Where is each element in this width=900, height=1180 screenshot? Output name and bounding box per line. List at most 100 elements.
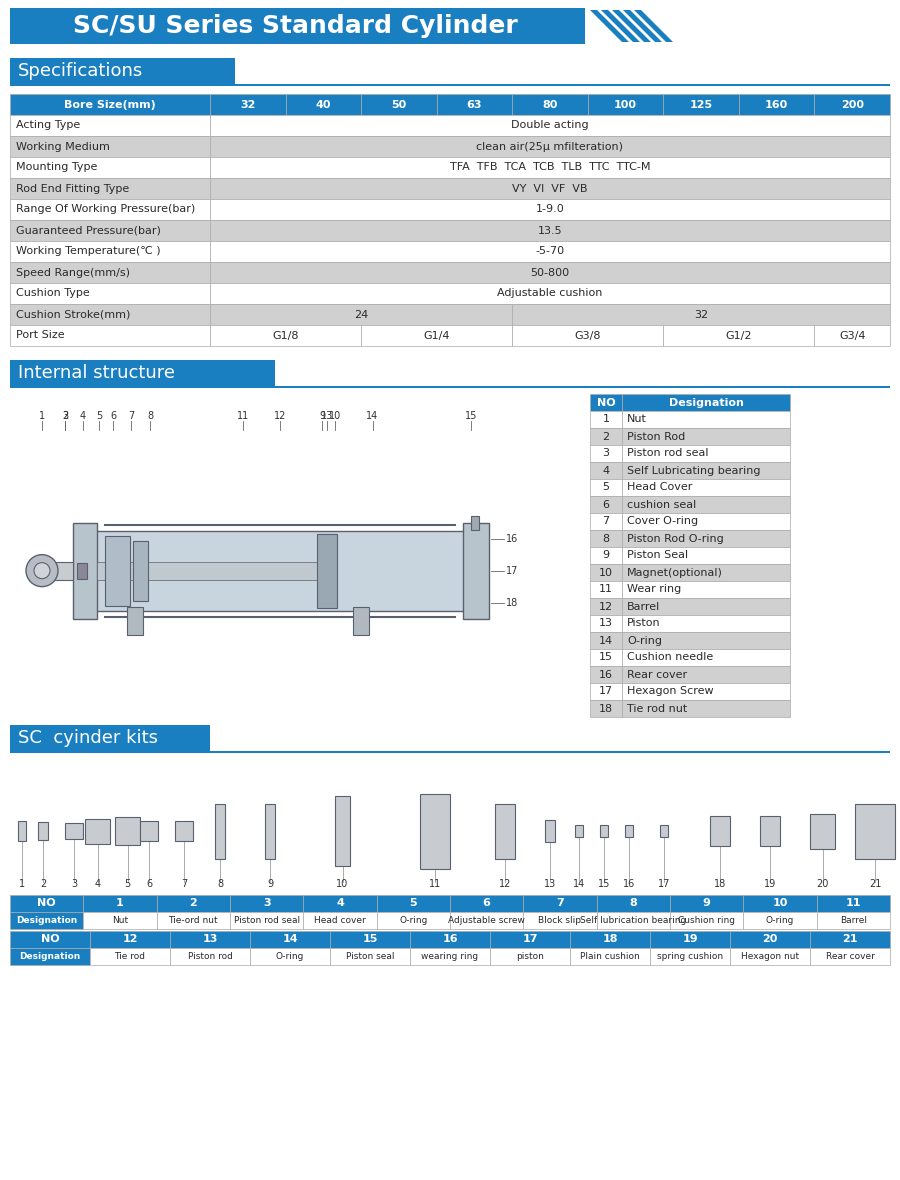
Bar (10, 94, 210, 114)
Text: wearing ring: wearing ring (421, 952, 479, 961)
Bar (625, 825, 633, 837)
Text: VY  VI  VF  VB: VY VI VF VB (512, 184, 588, 194)
Polygon shape (601, 9, 640, 42)
Text: Barrel: Barrel (627, 602, 661, 611)
Text: Port Size: Port Size (16, 330, 65, 341)
Text: 1: 1 (116, 898, 124, 909)
Bar (361, 94, 436, 114)
Text: 160: 160 (765, 99, 788, 110)
Text: 50: 50 (392, 99, 407, 110)
Bar (590, 428, 622, 445)
Text: Nut: Nut (627, 414, 647, 425)
Text: 14: 14 (598, 636, 613, 645)
Bar (590, 394, 622, 411)
Bar (622, 479, 790, 496)
Text: Piston rod seal: Piston rod seal (234, 916, 300, 925)
Bar (590, 666, 622, 683)
Bar (600, 825, 608, 837)
Text: 21: 21 (842, 935, 858, 944)
Text: 7: 7 (602, 517, 609, 526)
Bar (622, 564, 790, 581)
Text: TFA  TFB  TCA  TCB  TLB  TTC  TTC-M: TFA TFB TCA TCB TLB TTC TTC-M (450, 163, 650, 172)
Text: 17: 17 (658, 879, 670, 889)
Text: piston: piston (516, 952, 544, 961)
Text: 6: 6 (110, 411, 116, 421)
Text: 8: 8 (602, 533, 609, 544)
Text: 32: 32 (240, 99, 256, 110)
Bar (157, 894, 230, 912)
Text: 15: 15 (464, 411, 477, 421)
Text: 9: 9 (319, 411, 325, 421)
Bar (10, 931, 90, 948)
Bar (317, 533, 337, 608)
Text: Tie-ord nut: Tie-ord nut (168, 916, 218, 925)
Text: Self lubrication bearing: Self lubrication bearing (580, 916, 687, 925)
Bar (133, 540, 148, 601)
Bar (10, 136, 210, 157)
Bar (512, 94, 588, 114)
Text: 15: 15 (363, 935, 378, 944)
Text: NO: NO (597, 398, 616, 407)
Bar (743, 912, 816, 929)
Text: Range Of Working Pressure(bar): Range Of Working Pressure(bar) (16, 204, 195, 215)
Bar (739, 94, 814, 114)
Text: clean air(25μ mfilteration): clean air(25μ mfilteration) (476, 142, 624, 151)
Text: Piston: Piston (627, 618, 661, 629)
Text: 8: 8 (629, 898, 637, 909)
Bar (230, 894, 303, 912)
Text: 10: 10 (599, 568, 613, 577)
Bar (663, 324, 814, 346)
Text: 4: 4 (602, 465, 609, 476)
Circle shape (34, 563, 50, 578)
Text: Cushion needle: Cushion needle (627, 653, 713, 662)
Text: 12: 12 (122, 935, 138, 944)
Bar (590, 530, 622, 548)
Text: 17: 17 (506, 565, 518, 576)
Bar (303, 912, 377, 929)
Bar (810, 813, 835, 848)
Bar (10, 157, 210, 178)
Text: Designation: Designation (16, 916, 77, 925)
Bar (622, 496, 790, 513)
Bar (210, 114, 890, 136)
Text: 200: 200 (841, 99, 864, 110)
Bar (622, 581, 790, 598)
Text: 16: 16 (599, 669, 613, 680)
Text: 13: 13 (599, 618, 613, 629)
Text: Adjustable screw: Adjustable screw (448, 916, 525, 925)
Text: Rear cover: Rear cover (627, 669, 687, 680)
Bar (420, 793, 450, 868)
Text: 3: 3 (62, 411, 68, 421)
Bar (10, 750, 890, 753)
Bar (670, 912, 743, 929)
Text: Bore Size(mm): Bore Size(mm) (64, 99, 156, 110)
Bar (157, 912, 230, 929)
Text: 11: 11 (599, 584, 613, 595)
Bar (490, 948, 570, 965)
Text: 14: 14 (283, 935, 298, 944)
Bar (361, 324, 512, 346)
Text: 1-9.0: 1-9.0 (536, 204, 564, 215)
Text: Tie rod: Tie rod (114, 952, 146, 961)
Bar (10, 725, 210, 750)
Text: 24: 24 (354, 309, 368, 320)
Bar (650, 931, 730, 948)
Text: 21: 21 (868, 879, 881, 889)
Text: Rod End Fitting Type: Rod End Fitting Type (16, 184, 130, 194)
Text: 50-800: 50-800 (530, 268, 570, 277)
Bar (710, 817, 730, 846)
Bar (10, 386, 890, 388)
Text: 100: 100 (614, 99, 637, 110)
Bar (210, 241, 890, 262)
Bar (622, 394, 790, 411)
Bar (10, 199, 210, 219)
Bar (210, 262, 890, 283)
Text: 6: 6 (482, 898, 491, 909)
Bar (523, 912, 597, 929)
Text: 20: 20 (762, 935, 778, 944)
Bar (490, 931, 570, 948)
Text: G3/8: G3/8 (574, 330, 601, 341)
Bar (463, 523, 489, 618)
Bar (590, 649, 622, 666)
Text: O-ring: O-ring (766, 916, 794, 925)
